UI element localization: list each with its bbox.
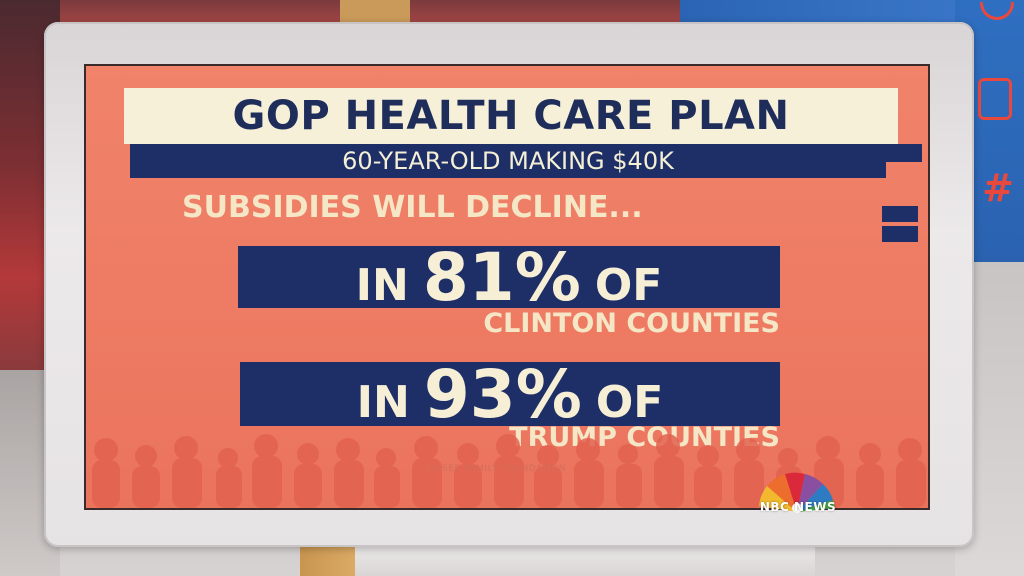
peacock-logo-icon xyxy=(759,472,835,513)
studio-panel-top xyxy=(680,0,970,24)
side-tick xyxy=(886,144,922,162)
crowd-silhouette xyxy=(92,434,926,508)
graphic-title: GOP HEALTH CARE PLAN xyxy=(232,93,790,139)
graphic-screen: GOP HEALTH CARE PLAN 60-YEAR-OLD MAKING … xyxy=(84,64,930,510)
title-band: GOP HEALTH CARE PLAN xyxy=(124,88,898,144)
subtitle-band: 60-YEAR-OLD MAKING $40K xyxy=(130,144,886,178)
network-logo-text: NBC NEWS xyxy=(759,500,837,514)
stat-text: IN 81% OF xyxy=(356,239,663,316)
source-credit: KAISER FAMILY FOUNDATION xyxy=(426,464,566,474)
stat-value: 81% xyxy=(422,238,581,316)
side-tick xyxy=(882,206,918,222)
stat-value: 93% xyxy=(423,355,582,433)
stat-prefix: IN xyxy=(355,259,409,311)
phone-icon xyxy=(978,78,1012,120)
stat-group-label: CLINTON COUNTIES xyxy=(483,308,780,339)
stat-band: IN 93% OF xyxy=(240,356,780,433)
lead-text: SUBSIDIES WILL DECLINE... xyxy=(182,190,643,225)
side-tick xyxy=(882,226,918,242)
stat-text: IN 93% OF xyxy=(357,356,664,433)
studio-beam xyxy=(340,0,410,22)
stat-band: IN 81% OF xyxy=(238,239,780,316)
stat-prefix: IN xyxy=(356,376,410,428)
stat-suffix: OF xyxy=(594,259,663,311)
hashtag-icon: # xyxy=(982,166,1014,210)
graphic-subtitle: 60-YEAR-OLD MAKING $40K xyxy=(342,147,674,175)
stat-suffix: OF xyxy=(595,376,664,428)
